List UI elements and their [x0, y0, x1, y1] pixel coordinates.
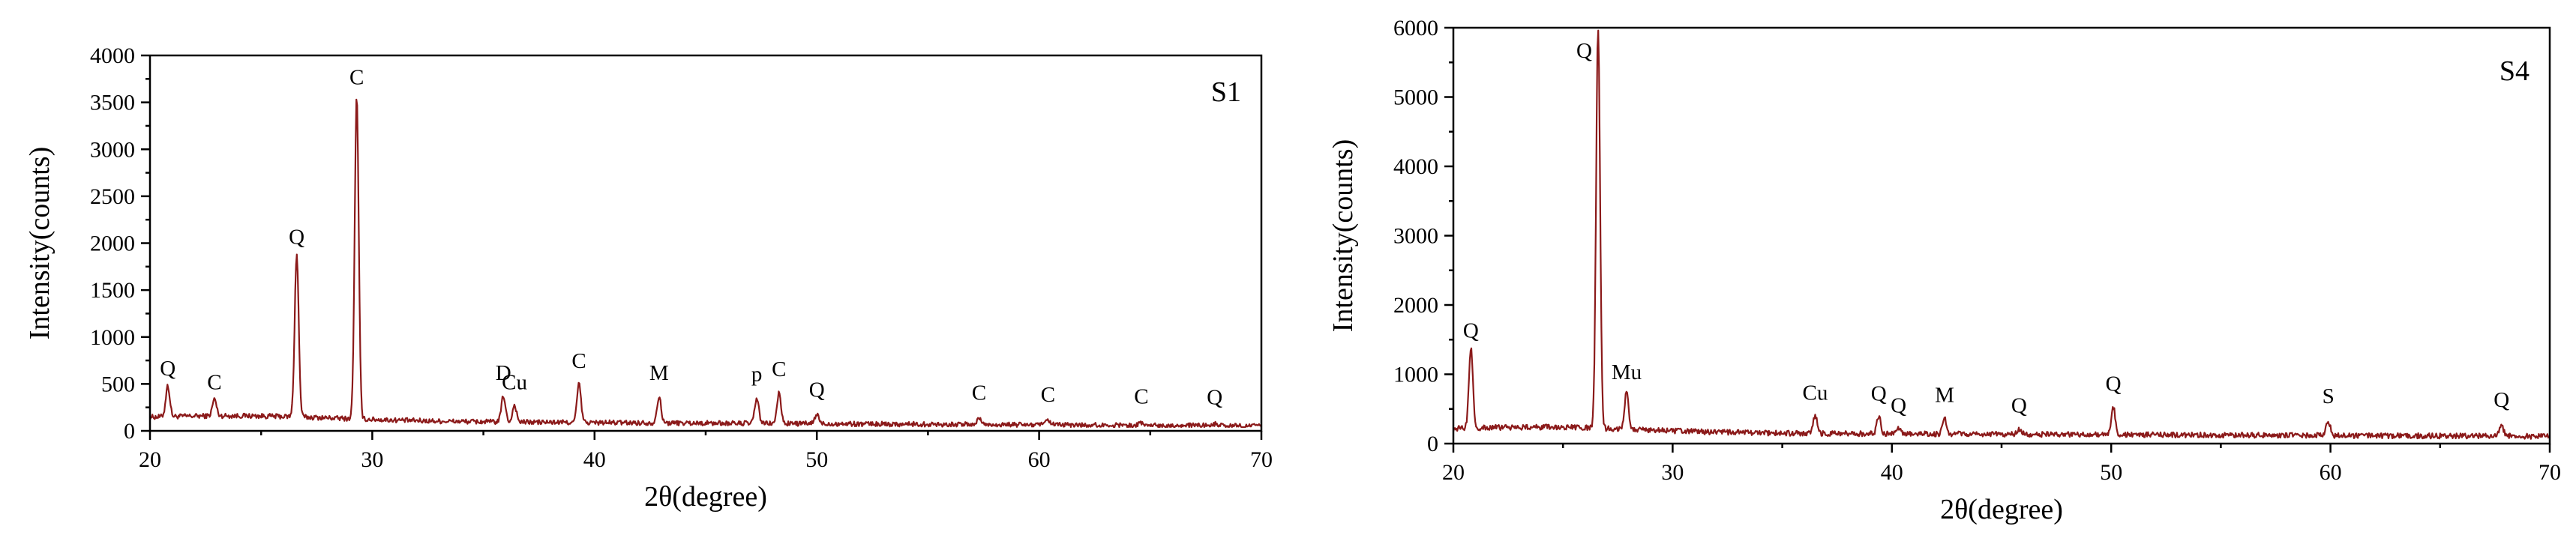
x-tick-label: 50	[805, 447, 828, 472]
y-axis-label: Intensity(counts)	[24, 147, 55, 340]
peak-label: Cu	[1803, 381, 1828, 405]
x-tick-label: 50	[2100, 460, 2122, 485]
y-tick-label: 3000	[1393, 224, 1438, 249]
x-tick-label: 20	[139, 447, 161, 472]
y-axis-label: Intensity(counts)	[1327, 139, 1359, 333]
y-tick-label: 1000	[90, 325, 135, 350]
sample-label: S4	[2500, 55, 2530, 87]
xrd-chart-s4: 0 1000 2000 3000 4000 5000 6000 20 30 40 50 60 70 2θ(…	[1297, 0, 2576, 553]
x-tick-label: 70	[2539, 460, 2561, 485]
peak-label: Q	[160, 357, 175, 381]
y-tick-label: 6000	[1393, 16, 1438, 40]
peak-label: Q	[289, 226, 304, 250]
peak-label: C	[972, 381, 986, 405]
x-tick-label: 30	[361, 447, 383, 472]
x-tick-label: 60	[1028, 447, 1051, 472]
peak-label: Q	[2106, 372, 2122, 396]
x-tick-label: 40	[583, 447, 606, 472]
plot-frame	[148, 54, 1263, 432]
y-tick-label: 1500	[90, 278, 135, 303]
y-tick-label: 2500	[90, 184, 135, 209]
y-tick-label: 0	[124, 419, 135, 444]
y-tick-label: 4000	[90, 43, 135, 68]
peak-label: p	[751, 362, 763, 386]
peak-label: C	[1041, 383, 1055, 407]
peak-label: Q	[1891, 393, 1906, 417]
peak-label: S	[2323, 384, 2335, 408]
peak-label: D	[496, 361, 511, 385]
x-tick-label: 30	[1661, 460, 1684, 485]
peak-label: C	[571, 349, 586, 373]
peak-label: Mu	[1612, 360, 1642, 384]
peak-label: Q	[1576, 39, 1592, 63]
peak-label: M	[1935, 383, 1954, 407]
y-tick-label: 2000	[1393, 293, 1438, 318]
peak-label: Cu	[502, 371, 527, 395]
peak-label: C	[207, 371, 221, 395]
xrd-chart-s4-svg: 0 1000 2000 3000 4000 5000 6000 20 30 40 50 60 70 2θ(…	[1327, 16, 2561, 525]
y-tick-label: 3000	[90, 137, 135, 162]
sample-label: S1	[1211, 76, 1241, 108]
xrd-trace	[1452, 29, 2551, 440]
xrd-trace	[149, 98, 1262, 429]
x-axis-label: 2θ(degree)	[1940, 494, 2063, 525]
y-tick-label: 1000	[1393, 363, 1438, 387]
x-tick-label: 70	[1250, 447, 1273, 472]
x-tick-label: 60	[2320, 460, 2342, 485]
x-tick-label: 20	[1442, 460, 1465, 485]
peak-label: C	[1134, 384, 1148, 408]
peak-label: Q	[2011, 393, 2027, 417]
peak-label: Q	[1463, 318, 1479, 342]
peak-label: Q	[809, 378, 825, 402]
xrd-chart-s1-svg: 0 500 1000 1500 2000 2500 3000 3500 4000 20 30 40 50…	[24, 43, 1273, 513]
y-tick-label: 3500	[90, 91, 135, 115]
y-tick-label: 4000	[1393, 154, 1438, 179]
peak-label: C	[772, 357, 786, 381]
peak-label: M	[649, 361, 669, 385]
peak-label: Q	[1207, 386, 1222, 410]
peak-label: C	[349, 66, 364, 90]
y-tick-label: 5000	[1393, 85, 1438, 110]
y-tick-label: 0	[1427, 432, 1438, 456]
y-tick-label: 500	[101, 372, 135, 396]
y-tick-label: 2000	[90, 232, 135, 256]
peak-label: Q	[1871, 382, 1887, 406]
x-tick-label: 40	[1881, 460, 1903, 485]
x-axis-label: 2θ(degree)	[644, 481, 767, 513]
peak-label: Q	[2494, 388, 2509, 412]
xrd-chart-s1: 0 500 1000 1500 2000 2500 3000 3500 4000 20 30 40 50…	[24, 43, 1273, 513]
